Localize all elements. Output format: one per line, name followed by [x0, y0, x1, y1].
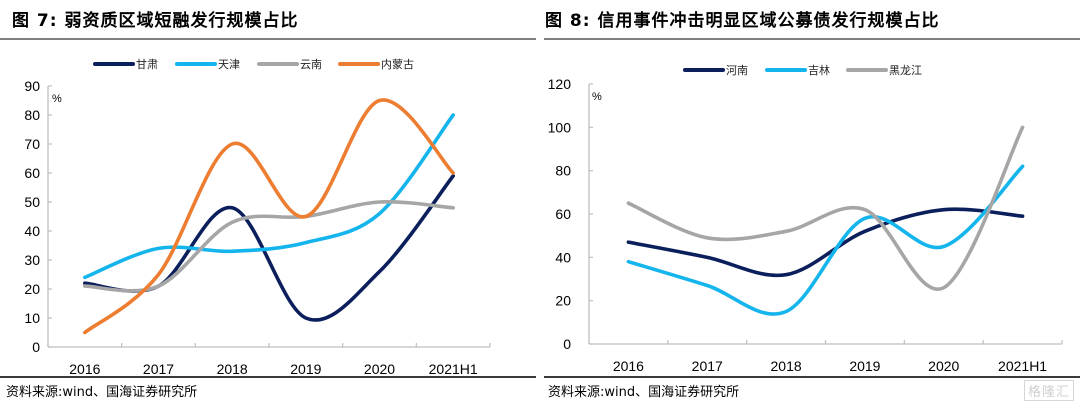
legend-label: 吉林: [808, 63, 830, 77]
legend-label: 云南: [300, 58, 322, 71]
left-figure-title: 图 7: 弱资质区域短融发行规模占比: [12, 11, 299, 31]
y-tick-label: 20: [24, 281, 40, 297]
y-tick-label: 60: [24, 165, 40, 181]
x-tick-label: 2017: [692, 358, 723, 374]
x-tick-label: 2021H1: [429, 361, 478, 376]
y-tick-label: 50: [24, 194, 40, 210]
legend-item: 黑龙江: [846, 64, 922, 77]
y-tick-label: 80: [24, 107, 40, 123]
legend-label: 黑龙江: [889, 64, 922, 77]
watermark-logo: 格隆汇: [1023, 380, 1074, 401]
left-title-divider: [0, 38, 536, 40]
legend-item: 吉林: [765, 63, 830, 77]
y-tick-label: 0: [32, 339, 40, 355]
right-title-divider: [544, 38, 1080, 40]
x-tick-label: 2016: [613, 358, 644, 374]
series-line-云南: [83, 199, 455, 293]
y-axis-unit-label: %: [592, 91, 602, 103]
x-tick-label: 2017: [143, 361, 174, 376]
x-tick-label: 2018: [217, 361, 248, 376]
legend-label: 河南: [726, 64, 748, 77]
x-tick-label: 2018: [771, 358, 802, 374]
legend-item: 河南: [683, 64, 748, 77]
right-figure-title: 图 8: 信用事件冲击明显区域公募债发行规模占比: [545, 11, 940, 31]
y-tick-label: 20: [555, 293, 571, 309]
legend-item: 内蒙古: [338, 57, 414, 71]
legend-item: 云南: [257, 58, 322, 71]
x-tick-label: 2019: [290, 361, 321, 376]
y-tick-label: 40: [24, 223, 40, 239]
legend-item: 甘肃: [93, 58, 158, 71]
x-tick-label: 2021H1: [998, 358, 1047, 374]
y-tick-label: 60: [555, 206, 571, 222]
right-source-note: 资料来源:wind、国海证券研究所: [548, 385, 740, 400]
y-tick-label: 30: [24, 252, 40, 268]
y-axis-unit-label: %: [52, 93, 62, 105]
y-tick-label: 100: [548, 119, 572, 135]
series-line-天津: [83, 113, 455, 280]
x-tick-label: 2020: [928, 358, 959, 374]
series-line-黑龙江: [626, 125, 1025, 291]
legend-label: 内蒙古: [381, 57, 414, 71]
y-tick-label: 120: [548, 76, 572, 92]
y-tick-label: 40: [555, 249, 571, 265]
series-line-吉林: [626, 164, 1025, 316]
legend-label: 天津: [218, 58, 240, 71]
right-bottom-divider: [544, 376, 1080, 378]
y-tick-label: 90: [24, 78, 40, 94]
left-source-note: 资料来源:wind、国海证券研究所: [6, 385, 198, 400]
y-tick-label: 0: [563, 336, 571, 352]
y-tick-label: 10: [24, 310, 40, 326]
right-line-chart: 0 20 40 60 80 100 120% 2016 2017 2018 2019 2020 2021…: [548, 63, 1063, 374]
series-line-河南: [626, 207, 1025, 278]
x-tick-label: 2020: [364, 361, 395, 376]
y-tick-label: 80: [555, 163, 571, 179]
x-tick-label: 2019: [849, 358, 880, 374]
legend-item: 天津: [175, 58, 240, 71]
y-tick-label: 70: [24, 136, 40, 152]
left-bottom-divider: [0, 376, 536, 378]
left-figure-panel: 图 7: 弱资质区域短融发行规模占比 0 10 20 30 40 50 60 70 80 90% 2…: [0, 11, 536, 400]
right-figure-panel: 图 8: 信用事件冲击明显区域公募债发行规模占比 0 20 40 60 80 100 120…: [540, 0, 1080, 404]
legend-label: 甘肃: [136, 58, 158, 71]
x-tick-label: 2016: [69, 361, 100, 376]
left-line-chart: 0 10 20 30 40 50 60 70 80 90% 2016 2017 2018 2019 2020…: [24, 57, 491, 376]
